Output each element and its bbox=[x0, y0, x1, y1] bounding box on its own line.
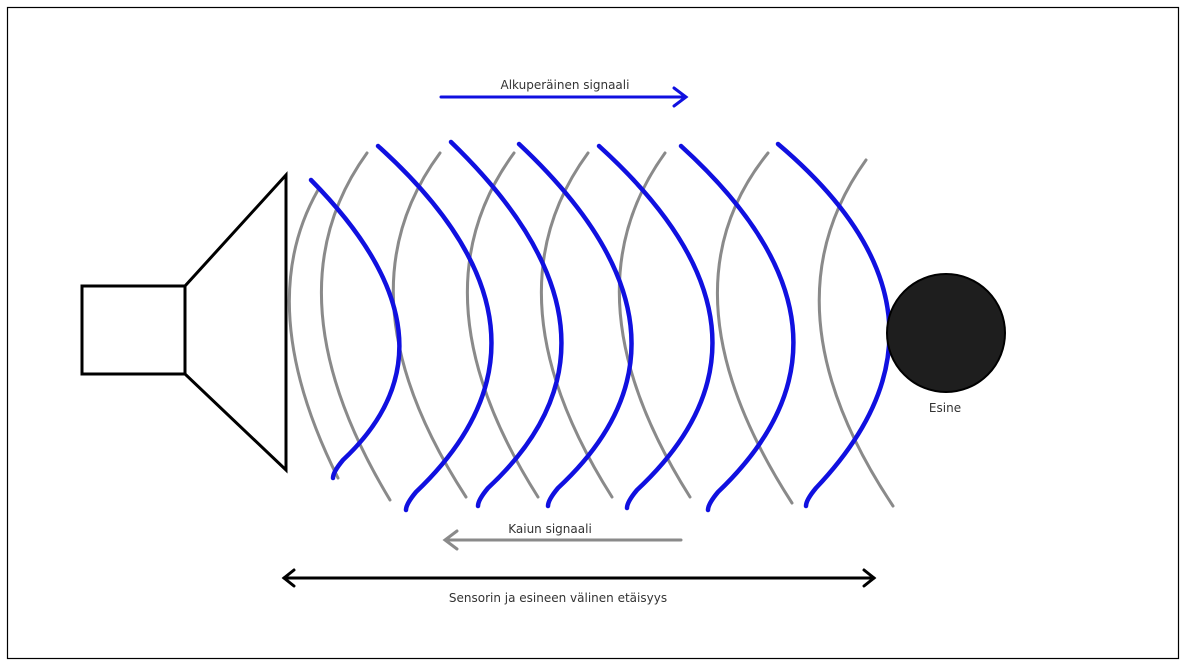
echo-waves bbox=[287, 151, 895, 508]
echo-signal-arrow bbox=[442, 529, 683, 551]
object-circle bbox=[886, 273, 1006, 393]
outgoing-wave-arc bbox=[775, 141, 892, 509]
outgoing-waves bbox=[308, 139, 892, 513]
outgoing-wave-arc bbox=[516, 141, 634, 509]
echo-wave-arc bbox=[465, 151, 540, 499]
echo-wave-arc bbox=[287, 188, 340, 480]
original-signal-label: Alkuperäinen signaali bbox=[501, 78, 630, 92]
sensor-horn bbox=[183, 171, 288, 474]
echo-wave-arc bbox=[319, 151, 392, 502]
sensor bbox=[80, 171, 288, 474]
echo-signal-label: Kaiun signaali bbox=[508, 522, 592, 536]
distance-arrow bbox=[281, 568, 877, 588]
echo-wave-arc bbox=[716, 151, 794, 505]
outgoing-wave-arc bbox=[678, 143, 796, 513]
outgoing-wave-arc bbox=[308, 177, 402, 481]
distance-label: Sensorin ja esineen välinen etäisyys bbox=[449, 591, 667, 605]
outgoing-wave-arc bbox=[596, 143, 715, 511]
echo-wave-arc bbox=[817, 158, 895, 508]
original-signal-arrow bbox=[439, 86, 689, 108]
object-label: Esine bbox=[929, 401, 961, 415]
outgoing-wave-arc bbox=[448, 139, 564, 509]
outgoing-wave-arc bbox=[375, 143, 494, 513]
